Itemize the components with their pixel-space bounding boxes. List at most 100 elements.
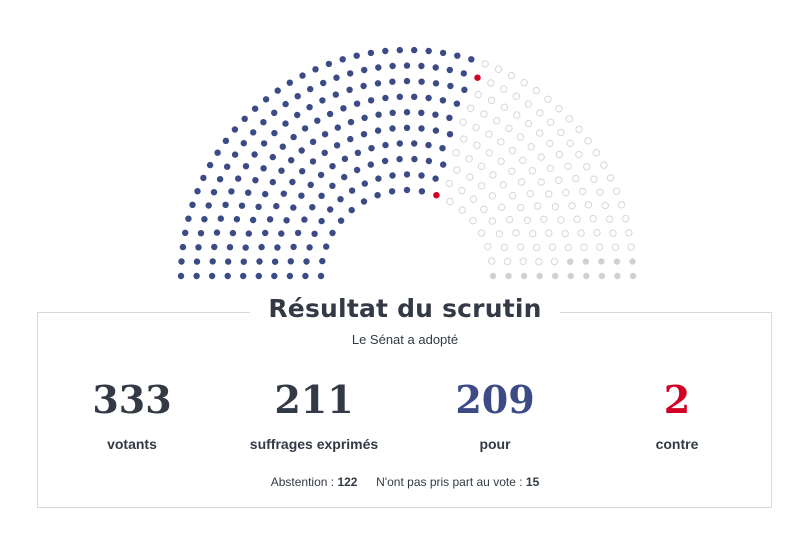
seat-pour xyxy=(318,217,325,225)
footer-counts: Abstention : 122 N'ont pas pris part au … xyxy=(0,475,810,489)
stat-value: 2 xyxy=(663,377,691,422)
seat-pour xyxy=(382,94,389,102)
seat-pour xyxy=(307,85,314,93)
seat-pour xyxy=(425,94,432,102)
seat-abstention xyxy=(469,217,477,225)
seat-pour xyxy=(309,138,317,145)
seat-abstention xyxy=(472,123,480,132)
seat-pour xyxy=(235,175,242,182)
seat-pour xyxy=(418,62,425,70)
seat-pour xyxy=(260,140,268,147)
seat-pour xyxy=(425,157,433,165)
seat-pour xyxy=(303,258,310,265)
seat-pour xyxy=(327,206,334,213)
seat-pour xyxy=(340,105,347,112)
seat-abstention xyxy=(529,229,537,238)
seat-pour xyxy=(240,258,247,265)
stat-value: 211 xyxy=(274,377,354,422)
seat-abstention xyxy=(487,96,496,105)
seat-abstention xyxy=(580,243,588,251)
seat-abstention xyxy=(600,161,608,169)
seat-pour xyxy=(347,70,354,77)
seat-pour xyxy=(453,100,461,107)
seat-abstention xyxy=(524,100,533,108)
seat-nppv xyxy=(567,258,574,265)
seat-pour xyxy=(353,100,361,107)
seat-abstention xyxy=(477,162,486,170)
seat-pour xyxy=(367,97,375,104)
seat-abstention xyxy=(517,203,525,212)
seat-pour xyxy=(396,155,403,163)
seat-abstention xyxy=(493,117,501,125)
seat-abstention xyxy=(590,175,598,183)
seat-abstention xyxy=(544,95,552,104)
seat-abstention xyxy=(516,133,525,141)
seat-pour xyxy=(381,157,389,165)
seat-abstention xyxy=(488,192,497,200)
seat-pour xyxy=(301,125,309,132)
seat-pour xyxy=(210,189,218,196)
seat-abstention xyxy=(512,229,520,237)
seat-nppv xyxy=(552,272,559,280)
seat-pour xyxy=(367,49,375,57)
seat-abstention xyxy=(592,149,601,157)
seat-pour xyxy=(228,188,235,195)
seat-pour xyxy=(368,145,375,152)
seat-pour xyxy=(388,188,396,195)
seat-pour xyxy=(182,229,189,236)
seat-abstention xyxy=(494,65,503,74)
stat-value: 209 xyxy=(455,377,535,422)
seat-pour xyxy=(262,96,270,103)
seat-pour xyxy=(309,158,317,165)
seat-pour xyxy=(262,229,269,237)
seat-pour xyxy=(179,243,187,251)
seat-abstention xyxy=(546,139,554,148)
seat-pour xyxy=(283,217,290,224)
seat-pour xyxy=(211,243,218,251)
seat-pour xyxy=(353,166,361,174)
seat-abstention xyxy=(458,186,466,195)
seat-abstention xyxy=(555,105,563,113)
seat-pour xyxy=(274,87,281,94)
seat-abstention xyxy=(459,118,467,126)
seat-abstention xyxy=(500,103,509,111)
seat-pour xyxy=(403,186,411,194)
seat-abstention xyxy=(495,230,504,238)
seat-abstention xyxy=(445,179,453,188)
seat-pour xyxy=(389,62,396,70)
seat-pour xyxy=(312,66,319,73)
seat-abstention xyxy=(575,150,583,159)
seat-pour xyxy=(240,140,247,147)
seat-abstention xyxy=(480,205,488,214)
seat-pour xyxy=(318,192,325,199)
seat-pour xyxy=(278,167,285,174)
seat-pour xyxy=(271,258,279,265)
seat-abstention xyxy=(609,229,617,237)
seat-pour xyxy=(339,56,346,63)
seat-pour xyxy=(446,114,453,122)
seat-pour xyxy=(274,244,281,251)
seat-pour xyxy=(389,125,396,132)
seat-abstention xyxy=(500,243,509,252)
stat-label: contre xyxy=(655,436,699,452)
seat-pour xyxy=(282,120,289,127)
seat-pour xyxy=(460,70,467,77)
seat-pour xyxy=(418,109,425,117)
seat-pour xyxy=(446,131,454,138)
seat-abstention xyxy=(545,190,553,198)
seat-pour xyxy=(233,216,241,223)
seat-abstention xyxy=(516,243,525,251)
seat-abstention xyxy=(512,92,520,100)
seat-pour xyxy=(432,175,439,182)
seat-pour xyxy=(255,272,262,280)
seat-pour xyxy=(225,258,232,265)
stat-pour: 209 pour xyxy=(395,377,595,453)
seat-pour xyxy=(337,196,344,203)
seat-pour xyxy=(271,272,278,280)
seat-pour xyxy=(346,86,353,94)
seat-pour xyxy=(224,272,231,280)
seat-nppv xyxy=(598,258,605,265)
seat-nppv xyxy=(629,272,637,280)
seat-abstention xyxy=(499,181,507,189)
seat-pour xyxy=(374,127,382,134)
